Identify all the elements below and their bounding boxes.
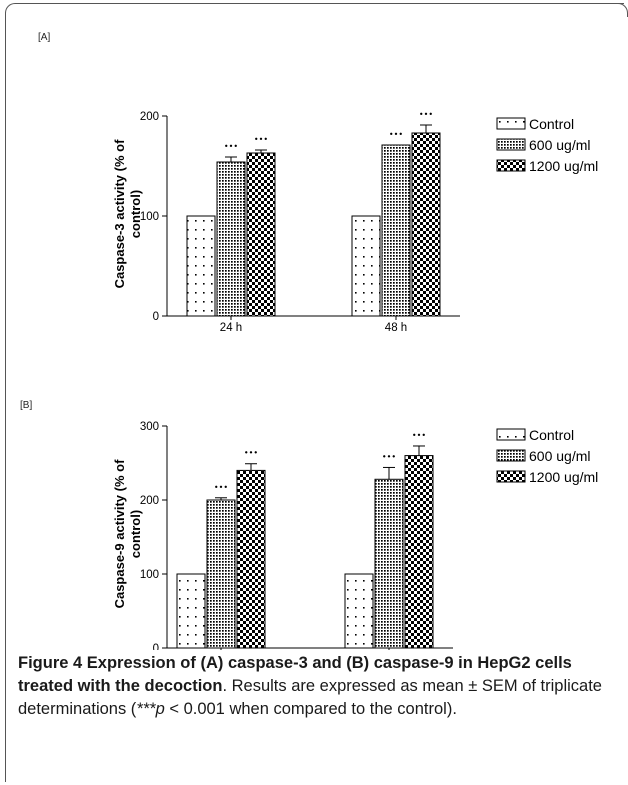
legend-swatch [497,160,525,171]
legend-label: 1200 ug/ml [529,469,598,485]
bar [177,574,205,648]
bar [405,456,433,648]
panel-label: [B] [20,400,32,411]
chart-panel-b: [B] Caspase-9 activity (% ofcontrol) 0 100 2… [20,400,598,650]
y-axis-label-line: Caspase-3 activity (% of [112,139,127,289]
significance-marker: ••• [389,130,403,139]
legend-swatch [497,139,525,150]
significance-marker: ••• [254,135,268,144]
significance-marker: ••• [419,110,433,119]
panel-label: [A] [38,32,50,43]
y-tick-label: 300 [140,421,159,433]
bar [247,153,275,316]
significance-marker: ••• [382,452,396,461]
legend-swatch [497,471,525,482]
figure-caption: Figure 4 Expression of (A) caspase-3 and… [18,652,618,721]
significance-marker: ••• [214,483,228,492]
y-axis-label: Caspase-9 activity (% ofcontrol) [112,459,143,609]
bar [345,574,373,648]
bar [237,470,265,648]
figure-charts: [A]Caspase-3 activity (% ofcontrol)01002… [0,0,628,650]
x-tick-label: 48 h [385,322,407,334]
bar [352,216,380,316]
bar [187,216,215,316]
x-tick-label: 24 h [220,322,242,334]
y-axis-label-line: Caspase-9 activity (% of [112,459,127,609]
y-tick-label: 100 [140,569,159,581]
legend-swatch [497,118,525,129]
y-tick-label: 200 [140,111,159,123]
bar [382,145,410,316]
chart-panel-a: [A] Caspase-3 activity (% ofcontrol) 0 100 2… [38,32,598,334]
significance-marker: ••• [224,142,238,151]
y-axis-label: Caspase-3 activity (% ofcontrol) [112,139,143,289]
legend-label: Control [529,116,574,132]
legend-label: 1200 ug/ml [529,158,598,174]
legend-label: Control [529,427,574,443]
bar [412,133,440,316]
significance-marker: ••• [412,431,426,440]
y-tick-label: 100 [140,211,159,223]
caption-text-2: < 0.001 when compared to the control). [165,700,457,718]
significance-marker: ••• [244,449,258,458]
y-tick-label: 0 [153,643,159,650]
legend-label: 600 ug/ml [529,448,590,464]
caption-pvalue: ***p [136,700,164,718]
bar [217,162,245,316]
y-tick-label: 0 [153,311,159,323]
bar [375,479,403,648]
y-tick-label: 200 [140,495,159,507]
y-axis-label-line: control) [128,510,143,558]
bar [207,500,235,648]
legend-label: 600 ug/ml [529,137,590,153]
legend-swatch [497,450,525,461]
legend-swatch [497,429,525,440]
